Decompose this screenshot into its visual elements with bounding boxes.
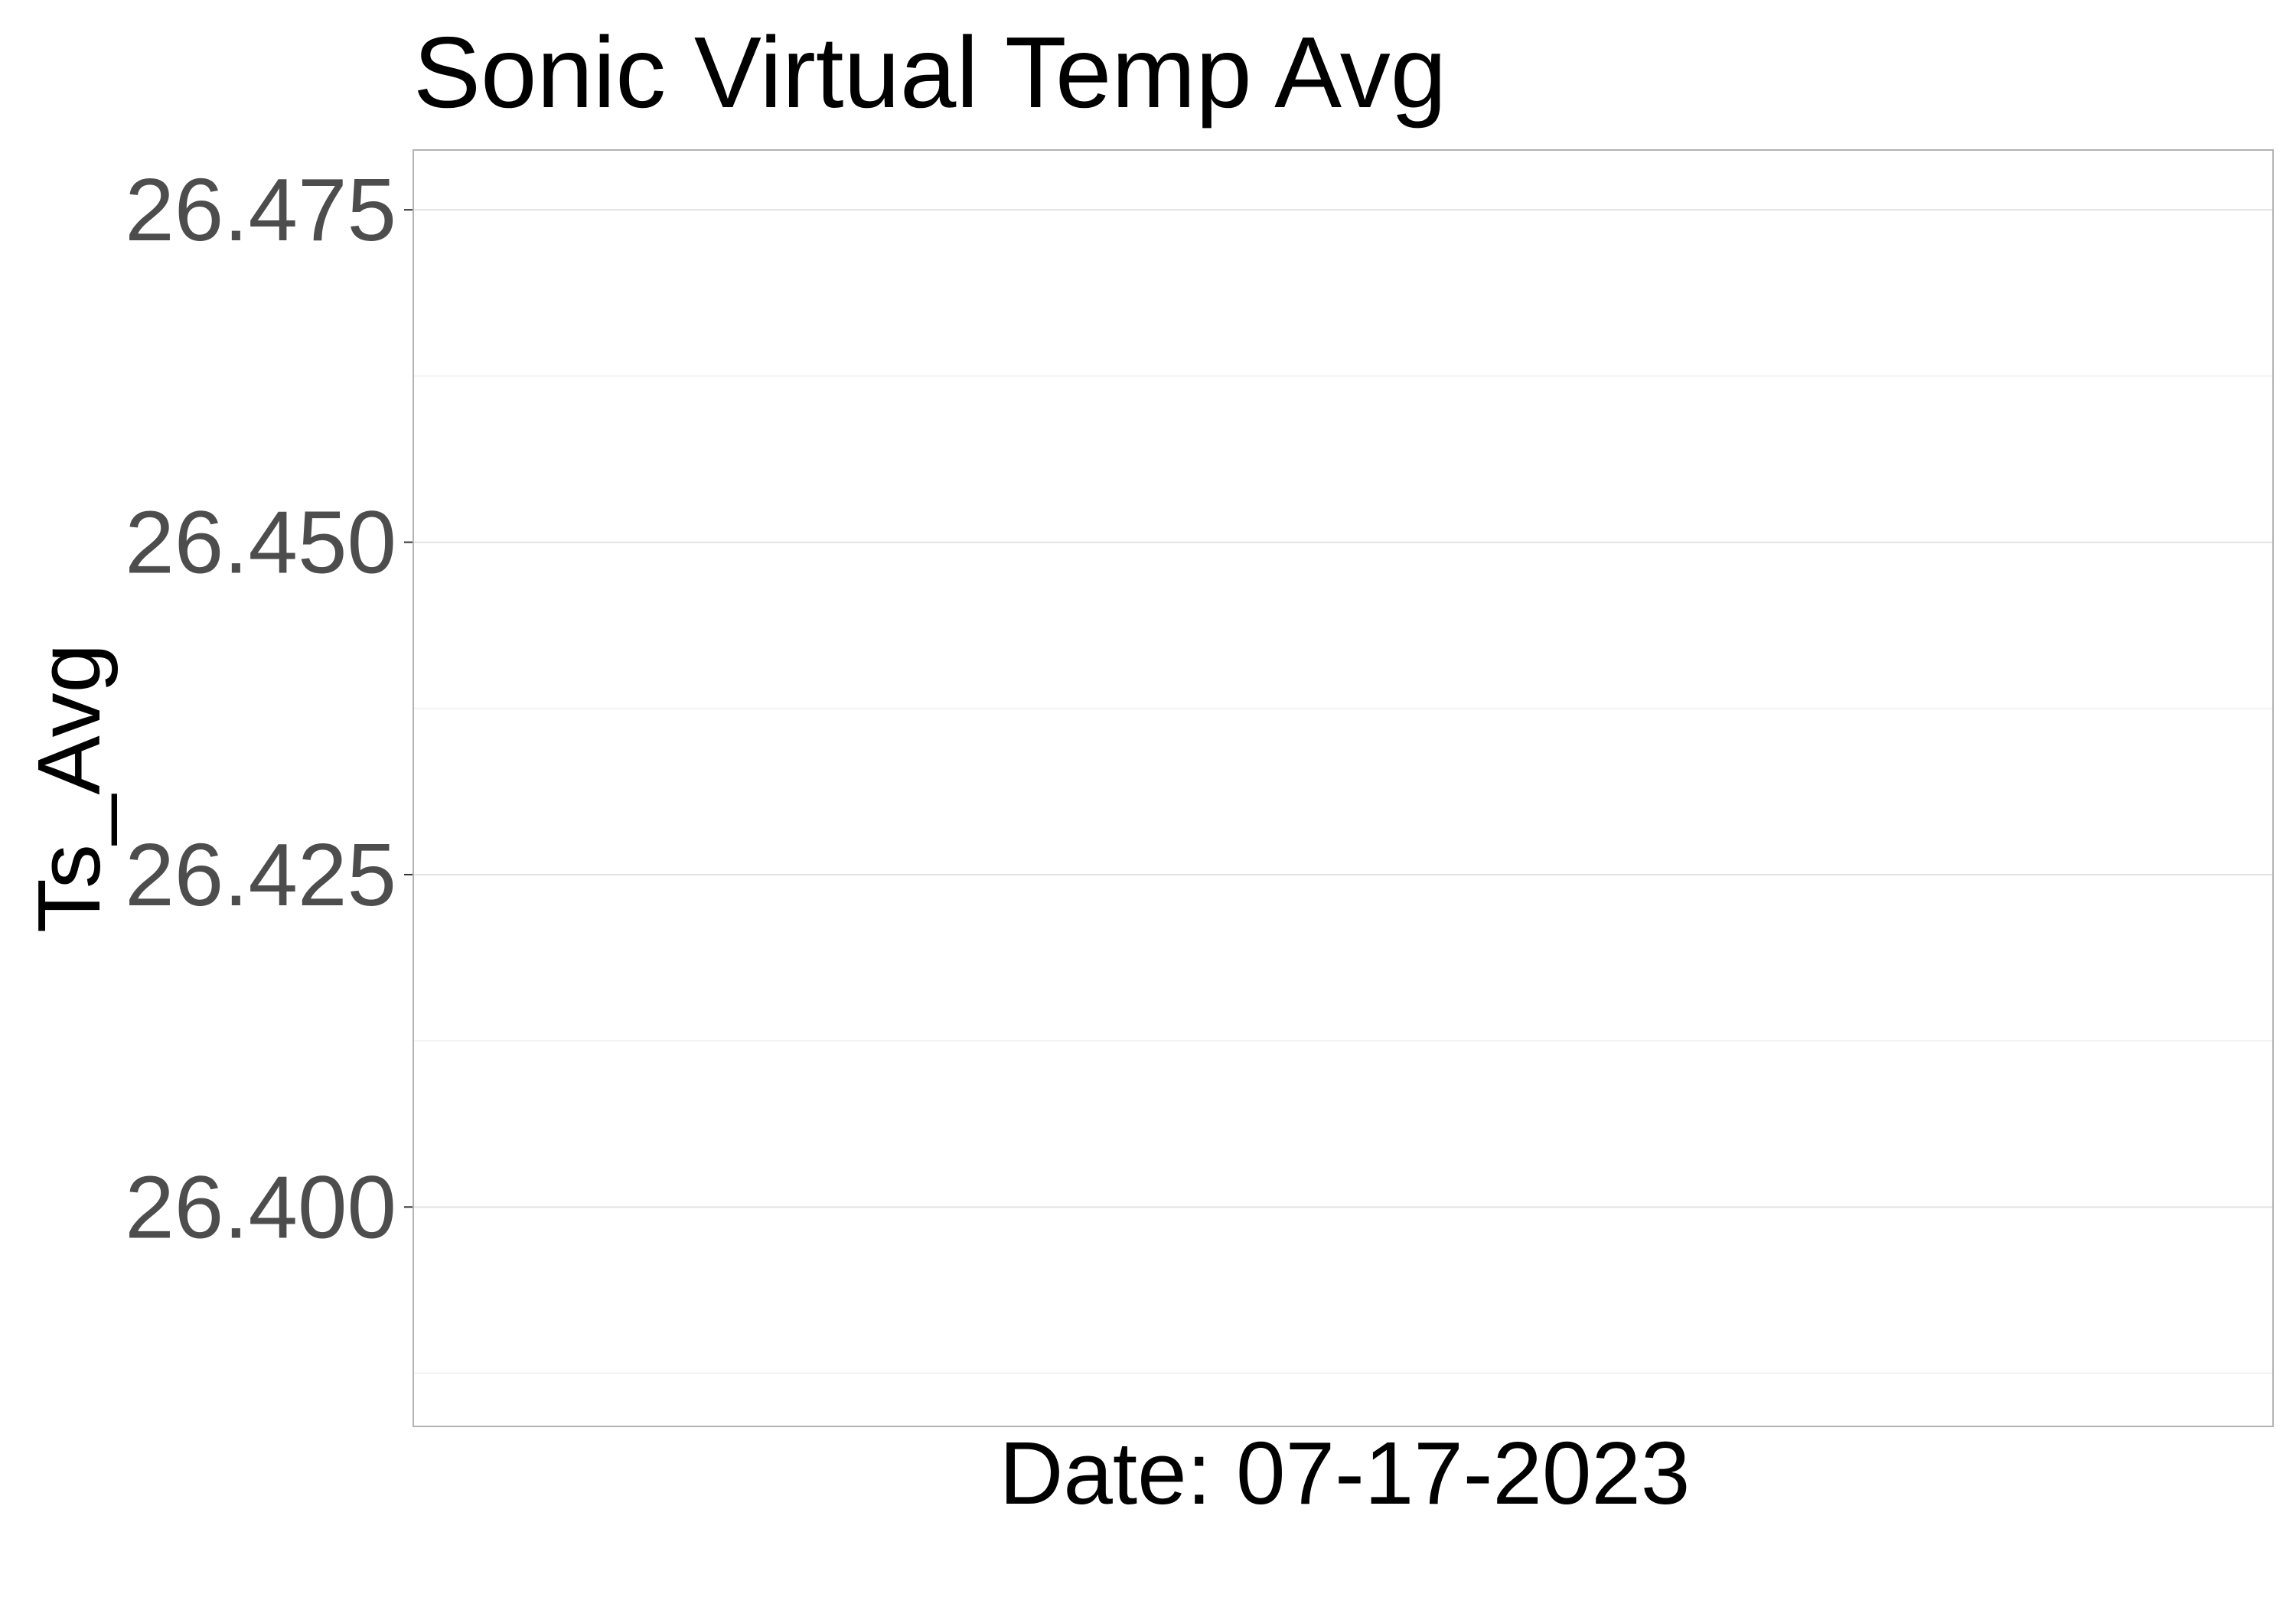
y-tick-label: 26.400 bbox=[125, 1157, 396, 1257]
y-tick-label: 26.475 bbox=[125, 160, 396, 259]
y-axis-label: Ts_Avg bbox=[19, 644, 119, 933]
y-tick-label: 26.425 bbox=[125, 825, 396, 924]
plot-panel bbox=[413, 149, 2274, 1427]
chart-title: Sonic Virtual Temp Avg bbox=[413, 16, 1446, 129]
y-axis-ticks: 26.400 26.425 26.450 26.475 bbox=[125, 160, 413, 1257]
y-tick-label: 26.450 bbox=[125, 493, 396, 592]
major-gridlines bbox=[413, 209, 2273, 1208]
minor-gridlines bbox=[413, 375, 2273, 1374]
x-axis-label: Date: 07-17-2023 bbox=[1000, 1423, 1691, 1523]
